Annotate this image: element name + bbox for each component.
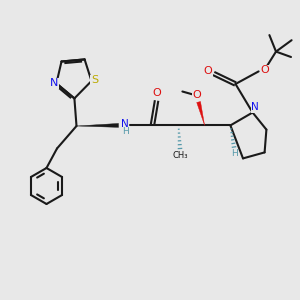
Text: N: N [121, 119, 129, 129]
Text: O: O [203, 66, 212, 76]
Text: O: O [193, 90, 202, 100]
Text: N: N [251, 102, 259, 112]
Text: N: N [50, 78, 58, 88]
Text: H: H [122, 128, 128, 136]
Text: S: S [91, 75, 98, 85]
Text: O: O [153, 88, 162, 98]
Polygon shape [197, 101, 205, 125]
Text: CH₃: CH₃ [172, 152, 188, 160]
Text: O: O [260, 65, 269, 75]
Text: H: H [231, 148, 238, 158]
Polygon shape [76, 124, 118, 127]
